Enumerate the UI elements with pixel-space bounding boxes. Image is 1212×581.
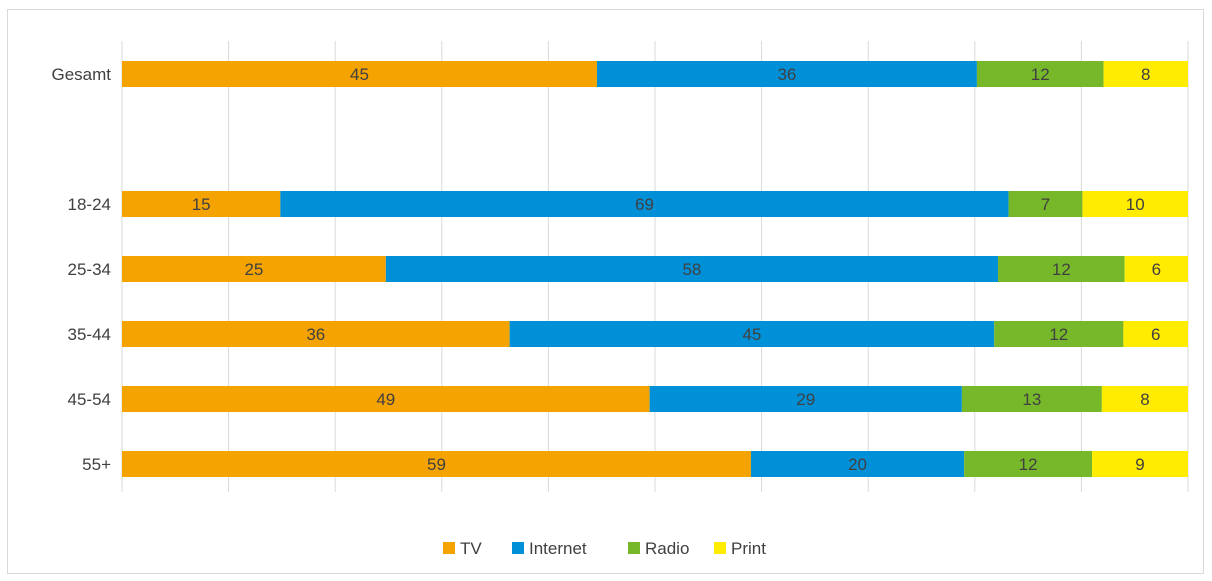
legend-swatch xyxy=(512,542,524,554)
legend-label: Internet xyxy=(529,539,587,558)
bar-segment xyxy=(122,191,281,217)
bar-segment xyxy=(964,451,1093,477)
data-label: 13 xyxy=(1022,390,1041,409)
data-label: 25 xyxy=(244,260,263,279)
category-label: Gesamt xyxy=(51,65,111,84)
bar-segment xyxy=(998,256,1125,282)
bar-segment xyxy=(1082,191,1188,217)
bar-segment xyxy=(122,61,597,87)
bar-segment xyxy=(961,386,1102,412)
category-label: 25-34 xyxy=(68,260,111,279)
bar-segment xyxy=(1101,386,1188,412)
bar-segment xyxy=(122,321,510,347)
data-label: 10 xyxy=(1126,195,1145,214)
data-label: 49 xyxy=(376,390,395,409)
data-label: 36 xyxy=(306,325,325,344)
category-label: 35-44 xyxy=(68,325,111,344)
legend-label: Print xyxy=(731,539,766,558)
bar-segment xyxy=(1124,256,1188,282)
data-label: 12 xyxy=(1019,455,1038,474)
legend-label: Radio xyxy=(645,539,689,558)
data-label: 12 xyxy=(1052,260,1071,279)
data-label: 7 xyxy=(1041,195,1050,214)
data-label: 8 xyxy=(1140,390,1149,409)
bar-segment xyxy=(596,61,977,87)
data-label: 59 xyxy=(427,455,446,474)
data-label: 69 xyxy=(635,195,654,214)
bar-segment xyxy=(1008,191,1083,217)
data-label: 29 xyxy=(796,390,815,409)
data-label: 45 xyxy=(742,325,761,344)
bar-segment xyxy=(385,256,999,282)
data-label: 12 xyxy=(1031,65,1050,84)
legend-swatch xyxy=(628,542,640,554)
category-labels: Gesamt 18-24 25-34 35-44 45-54 55+ xyxy=(51,65,111,474)
legend-swatch xyxy=(443,542,455,554)
bar-segment xyxy=(976,61,1104,87)
bar-segment xyxy=(280,191,1009,217)
bar-segment xyxy=(122,386,650,412)
category-label: 18-24 xyxy=(68,195,111,214)
data-label: 20 xyxy=(848,455,867,474)
category-label: 45-54 xyxy=(68,390,111,409)
bar-segment xyxy=(122,256,386,282)
legend-swatch xyxy=(714,542,726,554)
data-label: 58 xyxy=(682,260,701,279)
data-label: 8 xyxy=(1141,65,1150,84)
bar-segment xyxy=(1123,321,1188,347)
bar-segment xyxy=(1092,451,1188,477)
legend: TV Internet Radio Print xyxy=(443,539,766,558)
bar-segment xyxy=(750,451,965,477)
bar-segment xyxy=(509,321,995,347)
bar-segment xyxy=(122,451,751,477)
bar-series: 45 36 12 8 15 69 7 10 25 58 12 6 36 45 12 6 49 29 13 8 59 20 1… xyxy=(122,61,1188,477)
category-label: 55+ xyxy=(82,455,111,474)
data-label: 36 xyxy=(777,65,796,84)
bar-segment xyxy=(649,386,962,412)
data-label: 15 xyxy=(192,195,211,214)
chart-frame xyxy=(7,9,1204,574)
bar-segment xyxy=(994,321,1124,347)
data-label: 12 xyxy=(1049,325,1068,344)
legend-label: TV xyxy=(460,539,482,558)
bar-segment xyxy=(1103,61,1188,87)
data-label: 6 xyxy=(1152,260,1161,279)
data-label: 45 xyxy=(350,65,369,84)
data-label: 6 xyxy=(1151,325,1160,344)
data-label: 9 xyxy=(1135,455,1144,474)
